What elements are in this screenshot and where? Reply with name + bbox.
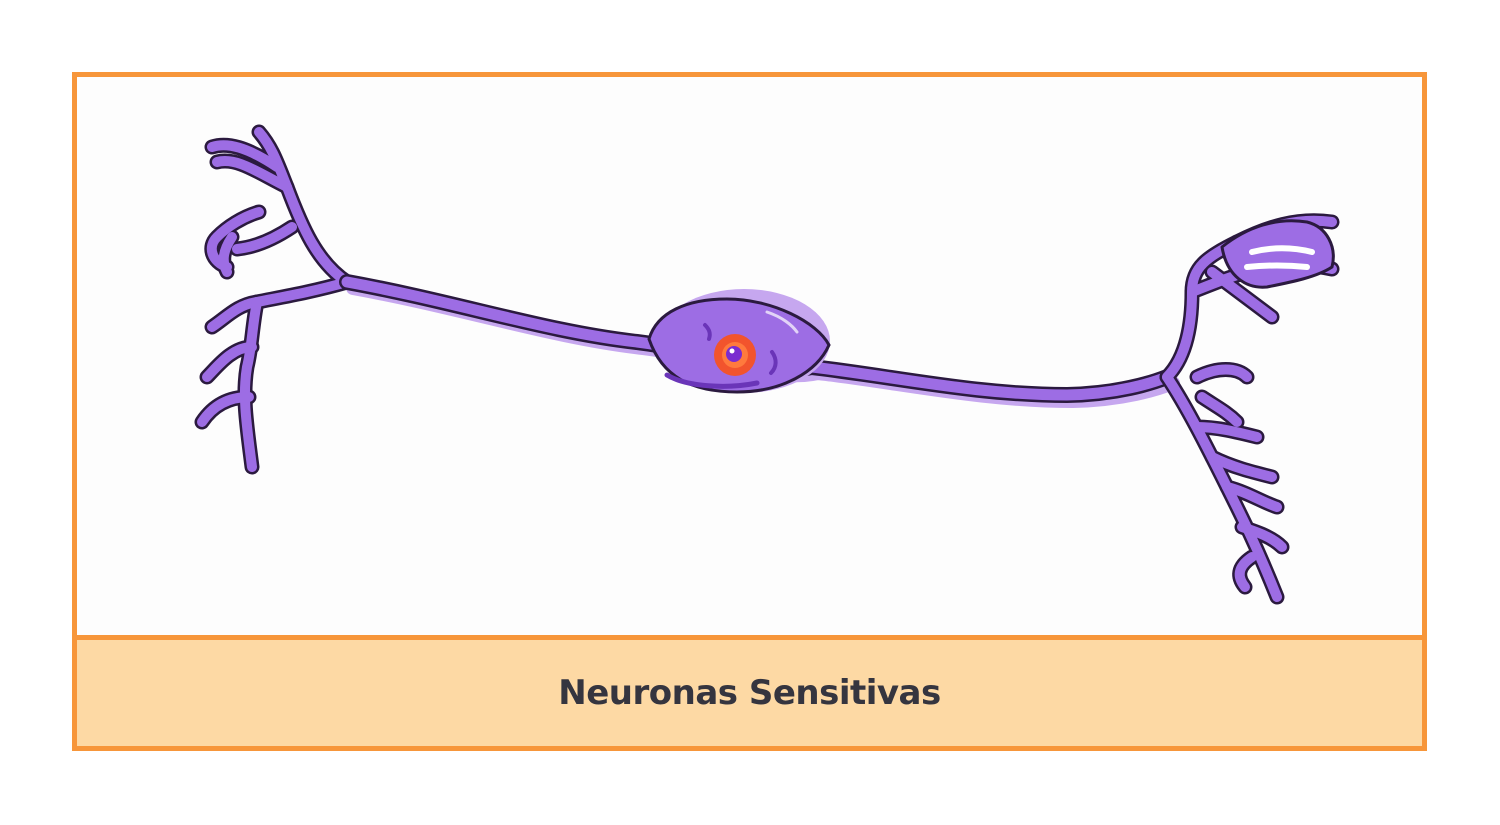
- neuron-illustration: [77, 77, 1422, 635]
- caption-bar: Neuronas Sensitivas: [77, 635, 1422, 746]
- neuron-svg: [194, 124, 1340, 605]
- right-dendrites: [1159, 213, 1340, 605]
- neuron-card: Neuronas Sensitivas: [72, 72, 1427, 751]
- left-dendrites: [194, 124, 355, 475]
- nucleus: [714, 334, 756, 376]
- caption-title: Neuronas Sensitivas: [558, 673, 941, 713]
